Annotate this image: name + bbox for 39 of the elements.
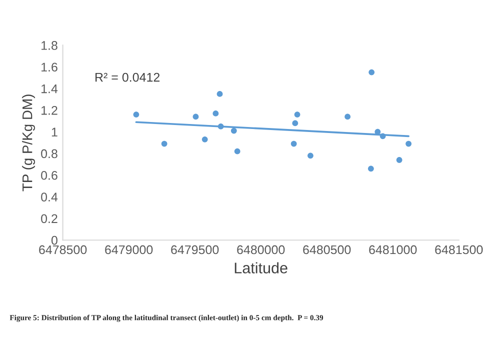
x-tick-label: 6481500 bbox=[435, 245, 483, 254]
point bbox=[230, 128, 237, 134]
point bbox=[192, 114, 199, 120]
y-tick-label: 1 bbox=[52, 128, 58, 136]
y-tick-label: 0.2 bbox=[41, 214, 58, 224]
y-tick-label: 0.4 bbox=[41, 192, 58, 202]
x-tick-label: 6478500 bbox=[39, 245, 87, 254]
y-tick-label: 0.6 bbox=[41, 170, 58, 180]
x-axis-title: Latitude bbox=[234, 262, 288, 274]
point bbox=[406, 140, 412, 147]
x-tick-label: 6480500 bbox=[303, 245, 351, 254]
point bbox=[292, 120, 298, 126]
point bbox=[294, 112, 300, 118]
x-tick-label: 6481000 bbox=[369, 245, 417, 254]
point bbox=[202, 136, 208, 142]
point bbox=[212, 110, 219, 116]
point bbox=[218, 123, 224, 130]
x-tick-label: 6479000 bbox=[105, 245, 153, 254]
point bbox=[396, 157, 402, 163]
point bbox=[344, 114, 351, 120]
point bbox=[368, 69, 375, 76]
point bbox=[308, 152, 314, 159]
point bbox=[368, 166, 374, 172]
annotation: R² = 0.0412 bbox=[96, 72, 160, 82]
x-tick-label: 6480000 bbox=[237, 245, 285, 254]
y-tick-label: 0.8 bbox=[41, 149, 58, 158]
point bbox=[216, 91, 223, 97]
y-axis-title: TP (g P/Kg DM) bbox=[22, 94, 35, 192]
y-tick-label: 1.2 bbox=[42, 106, 58, 115]
y-tick-label: 1.6 bbox=[42, 62, 58, 72]
y-tick-label: 1.4 bbox=[42, 84, 58, 94]
point bbox=[133, 112, 140, 118]
y-tick-label: 0 bbox=[51, 236, 58, 245]
point bbox=[234, 148, 240, 154]
point bbox=[380, 133, 386, 140]
point bbox=[161, 140, 168, 147]
x-tick-label: 6479500 bbox=[171, 245, 219, 254]
y-tick-label: 1.8 bbox=[42, 41, 58, 50]
point bbox=[290, 140, 297, 147]
